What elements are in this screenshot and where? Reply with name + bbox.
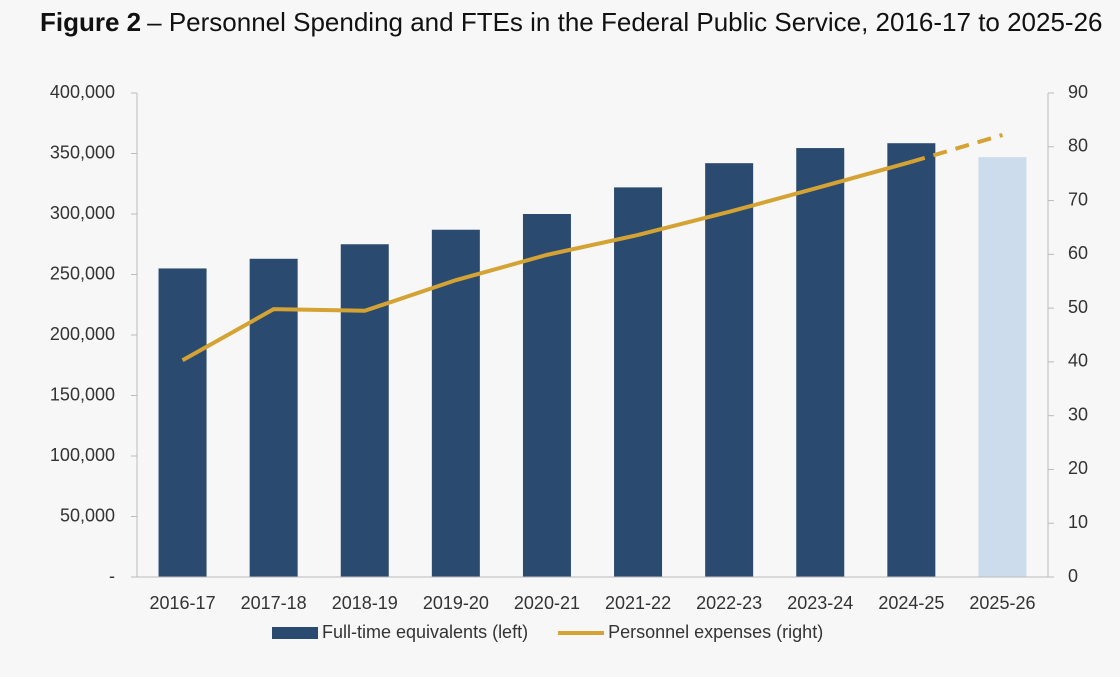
y-tick-label: 350,000 — [50, 142, 115, 162]
chart-title: Figure 2– Personnel Spending and FTEs in… — [40, 7, 1103, 37]
y2-tick-label: 60 — [1068, 243, 1088, 263]
bar — [614, 187, 663, 577]
legend-label: Full-time equivalents (left) — [322, 622, 528, 642]
legend-label: Personnel expenses (right) — [608, 622, 823, 642]
y2-tick-label: 80 — [1068, 136, 1088, 156]
x-tick-label: 2016-17 — [150, 593, 216, 613]
line — [181, 159, 912, 363]
y-tick-label: 400,000 — [50, 82, 115, 102]
bar — [249, 258, 298, 577]
bar — [158, 268, 207, 577]
y2-tick-label: 20 — [1068, 458, 1088, 478]
y2-tick-label: 30 — [1068, 404, 1088, 424]
y-tick-label: 300,000 — [50, 203, 115, 223]
bar — [887, 143, 936, 577]
bar — [978, 157, 1027, 577]
y2-tick-label: 40 — [1068, 351, 1088, 371]
x-tick-label: 2017-18 — [241, 593, 307, 613]
bar — [705, 163, 754, 577]
bar — [522, 214, 571, 577]
x-tick-label: 2025-26 — [969, 593, 1035, 613]
y-tick-label: 200,000 — [50, 324, 115, 344]
bar — [340, 244, 389, 577]
y-tick-label: 250,000 — [50, 263, 115, 283]
legend-swatch — [272, 627, 318, 639]
line-dashed — [910, 133, 1004, 164]
y2-tick-label: 90 — [1068, 82, 1088, 102]
figure-label: Figure 2 — [40, 7, 141, 37]
y2-tick-label: 0 — [1068, 566, 1078, 586]
title-text: – Personnel Spending and FTEs in the Fed… — [147, 7, 1102, 37]
y2-tick-label: 50 — [1068, 297, 1088, 317]
y-tick-label: 100,000 — [50, 445, 115, 465]
x-tick-label: 2023-24 — [787, 593, 853, 613]
x-tick-label: 2021-22 — [605, 593, 671, 613]
y-tick-label: 50,000 — [60, 505, 115, 525]
y-tick-label: 150,000 — [50, 384, 115, 404]
y-tick-label: - — [109, 566, 115, 586]
x-tick-label: 2020-21 — [514, 593, 580, 613]
x-tick-label: 2018-19 — [332, 593, 398, 613]
x-tick-label: 2019-20 — [423, 593, 489, 613]
x-tick-label: 2024-25 — [878, 593, 944, 613]
y2-tick-label: 10 — [1068, 512, 1088, 532]
y2-tick-label: 70 — [1068, 189, 1088, 209]
bar — [796, 148, 845, 577]
x-tick-label: 2022-23 — [696, 593, 762, 613]
